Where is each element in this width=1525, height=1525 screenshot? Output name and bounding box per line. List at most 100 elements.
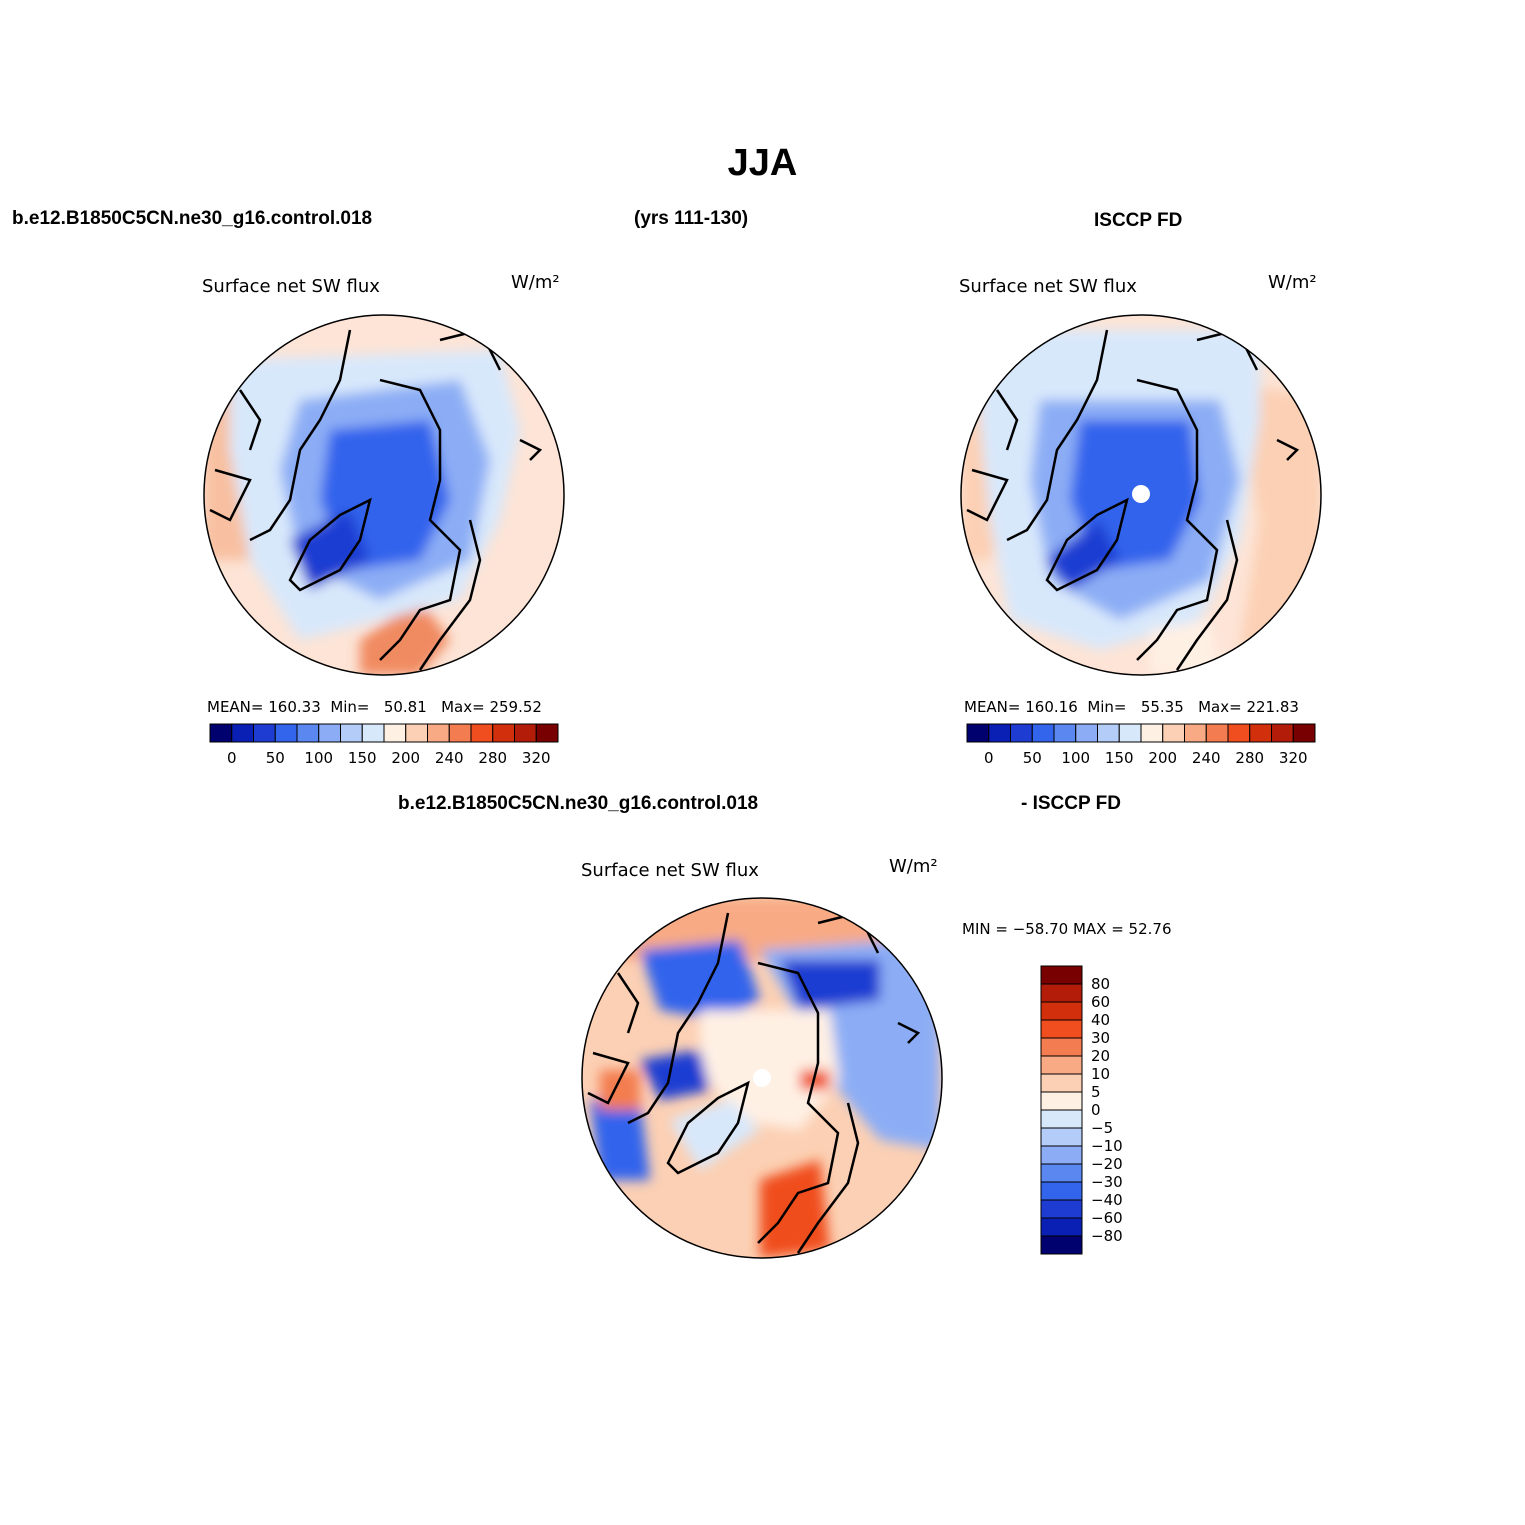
obs-colorbar-label: 150 — [1105, 749, 1134, 767]
model-colorbar-label: 100 — [304, 749, 333, 767]
obs-colorbar-box — [1292, 723, 1316, 743]
model-colorbar-box — [231, 723, 254, 743]
obs-units-label: W/m² — [1268, 272, 1317, 293]
model-units-label: W/m² — [511, 272, 560, 293]
diff-colorbar-label: 80 — [1091, 975, 1110, 993]
model-colorbar-box — [492, 723, 515, 743]
model-stats: MEAN= 160.33 Min= 50.81 Max= 259.52 — [207, 698, 542, 716]
model-colorbar-box — [361, 723, 385, 743]
diff-case-title: b.e12.B1850C5CN.ne30_g16.control.018 — [398, 793, 759, 814]
obs-colorbar-label: 200 — [1148, 749, 1177, 767]
obs-min-value: 55.35 — [1140, 698, 1184, 716]
obs-colorbar-label: 0 — [984, 749, 994, 767]
model-variable-label: Surface net SW flux — [202, 276, 380, 297]
diff-colorbar-label: 60 — [1091, 993, 1110, 1011]
obs-colorbar-label: 240 — [1192, 749, 1221, 767]
diff-variable-label: Surface net SW flux — [581, 860, 759, 881]
diff-colorbar-box — [1040, 1217, 1083, 1237]
model-polar-map — [203, 314, 565, 676]
obs-colorbar-label: 320 — [1279, 749, 1308, 767]
diff-colorbar-box — [1040, 1199, 1083, 1219]
diff-colorbar-box — [1040, 1037, 1083, 1057]
obs-variable-label: Surface net SW flux — [959, 276, 1137, 297]
obs-mean-label: MEAN= — [964, 698, 1021, 716]
obs-colorbar-label: 280 — [1235, 749, 1264, 767]
model-min-label: Min= — [330, 698, 370, 716]
model-colorbar-box — [427, 723, 450, 743]
model-colorbar-label: 150 — [348, 749, 377, 767]
diff-colorbar-box — [1040, 1019, 1083, 1039]
diff-minus-title: - ISCCP FD — [1021, 793, 1121, 814]
model-colorbar-box — [383, 723, 407, 743]
obs-stats: MEAN= 160.16 Min= 55.35 Max= 221.83 — [964, 698, 1299, 716]
diff-units-label: W/m² — [889, 856, 938, 877]
obs-max-value: 221.83 — [1246, 698, 1299, 716]
model-case-title: b.e12.B1850C5CN.ne30_g16.control.018 — [12, 208, 373, 229]
diff-colorbar-box — [1040, 1163, 1083, 1183]
diff-colorbar-label: −30 — [1091, 1173, 1123, 1191]
model-colorbar-box — [274, 723, 298, 743]
diff-minmax-label: MIN = −58.70 MAX = 52.76 — [962, 920, 1172, 938]
model-colorbar-label: 320 — [522, 749, 551, 767]
diff-colorbar-label: −5 — [1091, 1119, 1113, 1137]
obs-polar-map — [960, 314, 1322, 676]
obs-colorbar-box — [1271, 723, 1294, 743]
model-colorbar-box — [253, 723, 276, 743]
obs-colorbar-box — [1140, 723, 1164, 743]
obs-colorbar-box — [1205, 723, 1229, 743]
obs-colorbar-box — [1184, 723, 1207, 743]
obs-case-title: ISCCP FD — [1094, 210, 1183, 231]
model-colorbar-label: 200 — [391, 749, 420, 767]
obs-mean-value: 160.16 — [1025, 698, 1078, 716]
page-title: JJA — [727, 142, 798, 184]
model-min-value: 50.81 — [383, 698, 427, 716]
obs-colorbar-box — [1075, 723, 1098, 743]
diff-colorbar-box — [1040, 1109, 1083, 1129]
diff-colorbar-label: −20 — [1091, 1155, 1123, 1173]
diff-colorbar-label: 0 — [1091, 1101, 1101, 1119]
obs-max-label: Max= — [1198, 698, 1242, 716]
obs-colorbar-box — [1097, 723, 1120, 743]
model-colorbar-box — [448, 723, 472, 743]
diff-colorbar-box — [1040, 1091, 1083, 1111]
diff-colorbar-box — [1040, 1235, 1083, 1255]
diff-colorbar-box — [1040, 1055, 1083, 1075]
diff-colorbar-box — [1040, 1073, 1083, 1093]
model-mean-value: 160.33 — [268, 698, 321, 716]
obs-colorbar-box — [1053, 723, 1077, 743]
diff-colorbar-label: −60 — [1091, 1209, 1123, 1227]
diff-colorbar-box — [1040, 1001, 1083, 1021]
diff-colorbar-label: 30 — [1091, 1029, 1110, 1047]
model-colorbar-box — [405, 723, 428, 743]
model-colorbar-box — [470, 723, 494, 743]
obs-colorbar-box — [1162, 723, 1185, 743]
diff-colorbar-box — [1040, 965, 1083, 985]
diff-colorbar-box — [1040, 1181, 1083, 1201]
obs-colorbar-label: 100 — [1061, 749, 1090, 767]
model-colorbar-box — [296, 723, 320, 743]
model-colorbar-label: 0 — [227, 749, 237, 767]
obs-colorbar: 0 50 100 150 200 240 280 320 — [966, 723, 1316, 767]
model-colorbar-box — [535, 723, 559, 743]
obs-colorbar-box — [1118, 723, 1142, 743]
obs-colorbar-box — [966, 723, 990, 743]
model-colorbar-label: 50 — [266, 749, 285, 767]
obs-colorbar-box — [1249, 723, 1272, 743]
diff-colorbar-label: −80 — [1091, 1227, 1123, 1245]
model-max-label: Max= — [441, 698, 485, 716]
diff-colorbar-label: −10 — [1091, 1137, 1123, 1155]
diff-polar-map — [581, 897, 943, 1259]
diff-colorbar-label: 40 — [1091, 1011, 1110, 1029]
obs-min-label: Min= — [1087, 698, 1127, 716]
model-colorbar-label: 240 — [435, 749, 464, 767]
diff-colorbar-box — [1040, 983, 1083, 1003]
obs-colorbar-box — [1031, 723, 1055, 743]
diff-colorbar-box — [1040, 1127, 1083, 1147]
model-colorbar-box — [514, 723, 537, 743]
diff-colorbar-label: 10 — [1091, 1065, 1110, 1083]
model-colorbar-box — [340, 723, 363, 743]
model-max-value: 259.52 — [489, 698, 542, 716]
model-colorbar-box — [318, 723, 341, 743]
